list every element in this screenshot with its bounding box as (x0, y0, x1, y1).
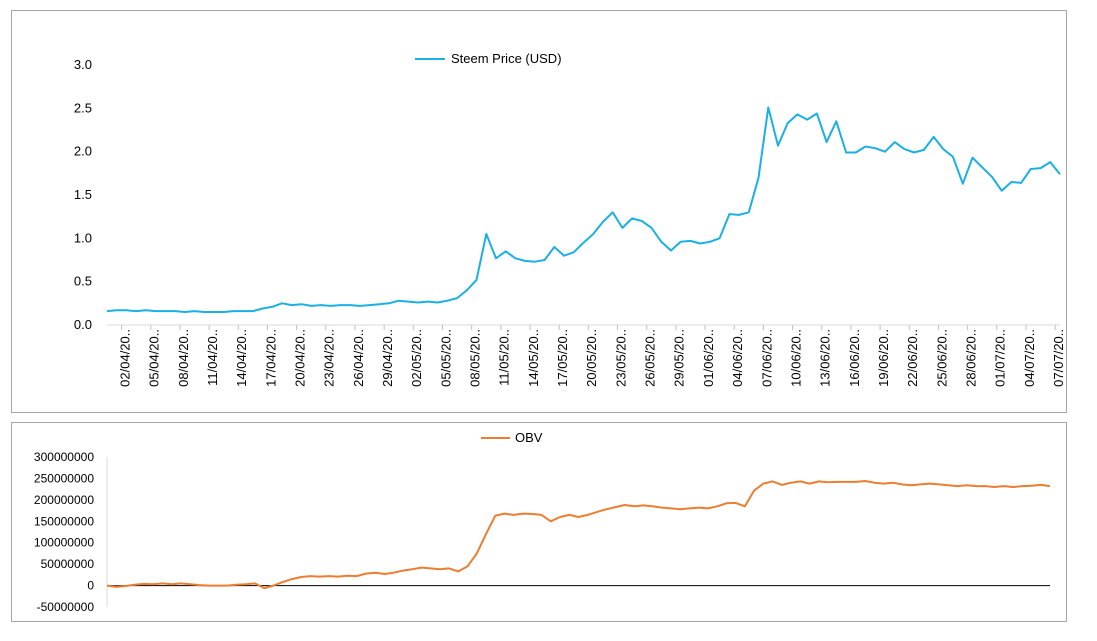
price-x-tick-label: 13/06/20.. (818, 329, 833, 387)
price-x-tick-label: 08/04/20.. (176, 329, 191, 387)
price-x-tick-label: 14/04/20.. (234, 329, 249, 387)
price-x-tick-label: 29/04/20.. (380, 329, 395, 387)
obv-y-tick-label: 150000000 (34, 514, 94, 528)
price-legend: Steem Price (USD) (415, 51, 562, 66)
price-x-tick-label: 20/04/20.. (292, 329, 307, 387)
price-legend-label: Steem Price (USD) (451, 51, 562, 66)
obv-y-tick-label: 100000000 (34, 536, 94, 550)
price-x-tick-label: 05/04/20.. (147, 329, 162, 387)
price-x-tick-label: 07/07/20.. (1051, 329, 1066, 387)
price-x-tick-label: 10/06/20.. (788, 329, 803, 387)
obv-y-tick-label: 50000000 (41, 557, 95, 571)
price-x-tick-label: 04/07/20.. (1022, 329, 1037, 387)
obv-y-tick-label: 0 (87, 579, 94, 593)
obv-y-tick-label: 200000000 (34, 493, 94, 507)
price-x-tick-label: 25/06/20.. (934, 329, 949, 387)
price-chart: 0.0 0.5 1.0 1.5 2.0 2.5 3.0 02/04/20.. 05/04/20.… (74, 57, 1066, 387)
price-x-tick-label: 16/06/20.. (847, 329, 862, 387)
price-x-tick-label: 29/05/20.. (672, 329, 687, 387)
price-x-tick-label: 08/05/20.. (468, 329, 483, 387)
price-x-tick-label: 19/06/20.. (876, 329, 891, 387)
price-x-tick-label: 02/04/20.. (117, 329, 132, 387)
price-x-tick-label: 17/04/20.. (263, 329, 278, 387)
price-y-tick-label: 2.5 (74, 100, 92, 115)
price-x-tick-label: 26/05/20.. (643, 329, 658, 387)
obv-legend-label: OBV (515, 430, 543, 445)
price-x-tick-label: 04/06/20.. (730, 329, 745, 387)
price-x-tick-label: 14/05/20.. (526, 329, 541, 387)
price-x-tick-label: 02/05/20.. (409, 329, 424, 387)
obv-legend: OBV (481, 430, 543, 445)
price-y-tick-label: 1.5 (74, 187, 92, 202)
price-x-tick-label: 17/05/20.. (555, 329, 570, 387)
obv-series-line (106, 480, 1051, 590)
price-x-tick-label: 01/07/20.. (993, 329, 1008, 387)
price-series-line (106, 106, 1061, 313)
obv-chart: -50000000 0 50000000 100000000 150000000 2000… (34, 450, 1051, 614)
obv-y-tick-label: 300000000 (34, 450, 94, 464)
price-x-tick-label: 28/06/20.. (963, 329, 978, 387)
price-x-tick-label: 23/05/20.. (613, 329, 628, 387)
price-x-tick-label: 22/06/20.. (905, 329, 920, 387)
price-y-tick-label: 0.0 (74, 317, 92, 332)
price-y-tick-label: 1.0 (74, 230, 92, 245)
price-x-tick-label: 20/05/20.. (584, 329, 599, 387)
price-y-tick-label: 3.0 (74, 57, 92, 72)
price-y-tick-label: 0.5 (74, 274, 92, 289)
price-x-tick-label: 11/04/20.. (205, 329, 220, 386)
price-y-tick-label: 2.0 (74, 144, 92, 159)
obv-y-tick-label: -50000000 (37, 600, 95, 614)
price-x-tick-label: 11/05/20.. (497, 329, 512, 386)
obv-y-tick-label: 250000000 (34, 471, 94, 485)
price-x-tick-label: 01/06/20.. (701, 329, 716, 387)
obv-chart-panel (11, 422, 1067, 622)
price-x-tick-label: 23/04/20.. (322, 329, 337, 387)
price-x-tick-label: 05/05/20.. (438, 329, 453, 387)
price-x-tick-label: 07/06/20.. (759, 329, 774, 387)
price-x-tick-label: 26/04/20.. (351, 329, 366, 387)
price-chart-panel (11, 10, 1067, 413)
